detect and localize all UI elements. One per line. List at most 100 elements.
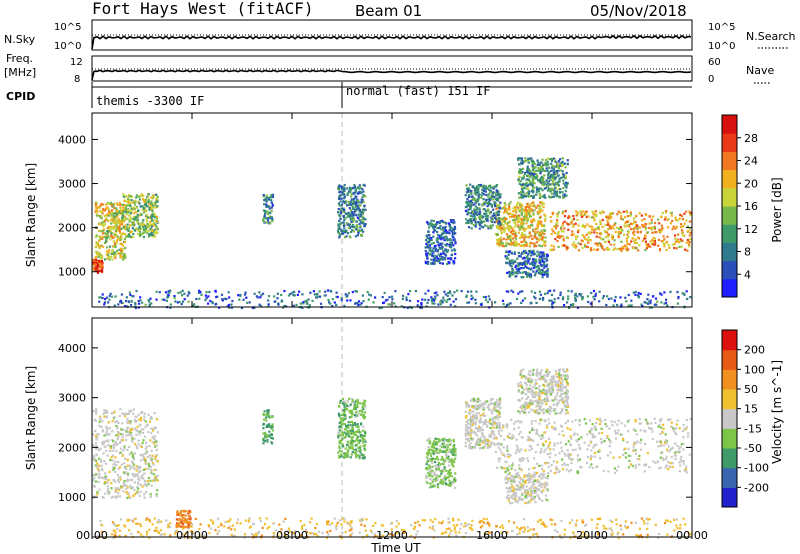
- power-echo-cell: [150, 200, 153, 203]
- power-echo-cell: [432, 228, 435, 231]
- power-echo-cell: [149, 227, 152, 230]
- power-echo-cell: [535, 193, 538, 196]
- power-echo-cell: [681, 239, 684, 242]
- power-echo-cell: [357, 187, 360, 190]
- velocity-echo-cell: [639, 429, 642, 432]
- power-echo-cell: [208, 290, 211, 294]
- power-echo-cell: [547, 184, 550, 187]
- power-echo-cell: [133, 207, 136, 210]
- power-echo-cell: [99, 296, 102, 299]
- power-echo-cell: [163, 298, 166, 301]
- power-echo-cell: [513, 233, 516, 236]
- power-echo-cell: [113, 242, 116, 245]
- velocity-echo-cell: [496, 418, 499, 421]
- power-echo-cell: [518, 228, 521, 231]
- velocity-echo-cell: [103, 411, 106, 414]
- velocity-echo-cell: [118, 495, 121, 498]
- power-echo-cell: [209, 299, 212, 303]
- power-echo-cell: [296, 293, 299, 296]
- power-echo-cell: [271, 204, 274, 207]
- power-echo-cell: [534, 297, 537, 300]
- power-echo-cell: [634, 293, 637, 296]
- power-echo-cell: [601, 245, 604, 248]
- velocity-echo-cell: [598, 449, 601, 452]
- power-echo-cell: [427, 223, 430, 226]
- power-echo-cell: [367, 298, 370, 301]
- velocity-echo-cell: [682, 436, 685, 439]
- power-echo-cell: [465, 222, 468, 225]
- power-echo-cell: [640, 303, 643, 306]
- power-echo-cell: [266, 204, 269, 207]
- power-echo-cell: [689, 231, 692, 234]
- velocity-echo-cell: [108, 491, 111, 494]
- power-echo-cell: [475, 290, 478, 293]
- power-echo-cell: [622, 210, 625, 213]
- power-echo-cell: [313, 293, 316, 296]
- power-echo-cell: [675, 240, 678, 243]
- power-echo-cell: [524, 271, 527, 274]
- power-echo-cell: [357, 300, 361, 303]
- velocity-echo-cell: [563, 462, 566, 465]
- power-echo-cell: [486, 300, 489, 304]
- power-echo-cell: [552, 248, 555, 251]
- power-echo-cell: [386, 298, 389, 301]
- power-echo-cell: [546, 271, 549, 275]
- power-echo-cell: [197, 291, 201, 294]
- velocity-echo-cell: [105, 439, 108, 442]
- velocity-echo-cell: [92, 474, 95, 477]
- power-echo-cell: [571, 243, 574, 246]
- power-echo-cell: [445, 239, 448, 242]
- velocity-echo-cell: [689, 417, 692, 421]
- power-echo-cell: [143, 224, 146, 227]
- velocity-echo-cell: [667, 460, 670, 464]
- power-echo-cell: [117, 219, 120, 222]
- velocity-echo-cell: [154, 457, 157, 460]
- power-echo-cell: [481, 215, 484, 218]
- power-echo-cell: [270, 199, 273, 202]
- power-echo-cell: [538, 233, 541, 236]
- velocity-echo-cell: [688, 453, 691, 456]
- power-echo-cell: [634, 242, 637, 245]
- velocity-echo-cell: [590, 427, 593, 430]
- power-echo-cell: [476, 207, 479, 210]
- power-echo-cell: [574, 235, 578, 238]
- velocity-echo-cell: [555, 466, 558, 469]
- power-echo-cell: [629, 211, 632, 214]
- power-echo-cell: [641, 304, 644, 308]
- velocity-echo-cell: [657, 425, 660, 428]
- velocity-echo-cell: [118, 476, 121, 479]
- velocity-echo-cell: [505, 469, 508, 472]
- power-echo-cell: [520, 235, 523, 238]
- power-echo-cell: [540, 165, 543, 168]
- power-echo-cell: [360, 302, 363, 305]
- velocity-echo-cell: [123, 462, 126, 465]
- power-echo-cell: [270, 194, 273, 197]
- power-echo-cell: [317, 295, 320, 298]
- power-echo-cell: [555, 182, 558, 185]
- velocity-echo-cell: [145, 462, 148, 465]
- power-echo-cell: [523, 187, 526, 190]
- power-echo-cell: [607, 239, 610, 242]
- power-echo-cell: [129, 218, 132, 221]
- power-echo-cell: [528, 168, 531, 171]
- power-echo-cell: [117, 213, 120, 216]
- power-echo-cell: [132, 206, 135, 209]
- power-echo-cell: [480, 196, 483, 199]
- power-echo-cell: [351, 212, 354, 215]
- power-echo-cell: [388, 303, 391, 306]
- power-echo-cell: [467, 195, 470, 198]
- power-echo-cell: [535, 301, 538, 304]
- velocity-echo-cell: [558, 433, 561, 436]
- power-echo-cell: [512, 210, 515, 213]
- power-echo-cell: [107, 235, 110, 239]
- velocity-echo-cell: [154, 476, 157, 479]
- power-echo-cell: [550, 244, 553, 247]
- power-echo-cell: [526, 219, 529, 222]
- power-echo-cell: [451, 227, 455, 231]
- power-echo-cell: [356, 216, 359, 220]
- power-echo-cell: [474, 205, 477, 208]
- velocity-echo-cell: [590, 429, 593, 432]
- velocity-echo-cell: [671, 446, 674, 449]
- power-echo-cell: [579, 210, 582, 213]
- power-echo-cell: [301, 293, 304, 296]
